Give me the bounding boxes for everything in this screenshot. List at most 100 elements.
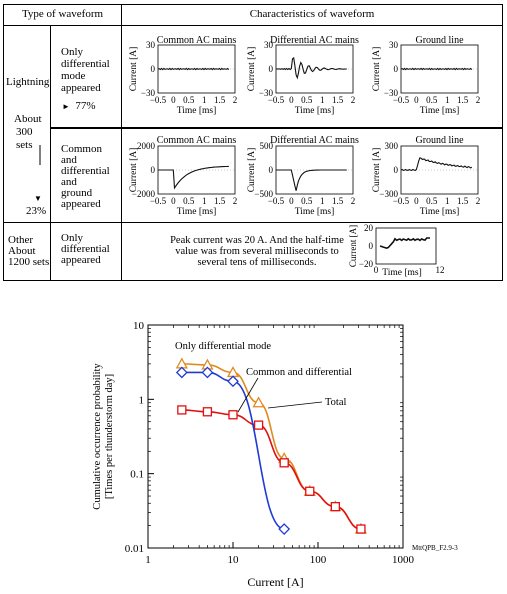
panel-ylabel: Current [A]	[129, 148, 139, 193]
pct-lower-value: 23%	[26, 205, 47, 217]
data-point-square	[177, 405, 187, 415]
ytick-label: 2000	[137, 141, 156, 151]
plot-area	[147, 324, 404, 549]
xtick-label: 0	[171, 196, 176, 206]
xtick-label: 1.5	[214, 196, 226, 206]
ytick-label: −500	[254, 189, 273, 199]
ytick-label: 20	[364, 223, 374, 233]
xtick-label: 12	[436, 265, 445, 275]
panel-ylabel: Current [A]	[348, 225, 358, 267]
data-point-diamond	[227, 375, 239, 388]
table-frame	[3, 4, 503, 281]
figure-tag: MttQPB_F2.9-3	[412, 544, 458, 552]
data-point-square	[356, 524, 366, 534]
xtick-label: −0.5	[268, 95, 285, 105]
panel-frame	[375, 227, 437, 265]
ytick-label: 300	[385, 141, 399, 151]
about-text: About	[14, 113, 42, 125]
panel-xlabel: Time [ms]	[420, 207, 460, 217]
y-tick-label: 0.01	[125, 543, 144, 555]
data-point-square	[228, 410, 238, 420]
y-tick-label: 10	[133, 320, 145, 332]
series-line	[181, 371, 285, 530]
pct-upper-value: 77%	[75, 100, 96, 112]
panel-xlabel: Time [ms]	[295, 106, 335, 116]
xtick-label: 2	[233, 95, 238, 105]
ytick-label: −30	[384, 88, 399, 98]
header-type: Type of waveform	[21, 8, 104, 20]
about-count: 300	[16, 126, 33, 138]
pct-lower: ▼ 23%	[26, 192, 46, 218]
xtick-label: 2	[351, 95, 356, 105]
xtick-label: −0.5	[268, 196, 285, 206]
other-desc: Only differential appeared	[61, 232, 110, 266]
waveform-trace	[275, 56, 347, 80]
lightning-label: Lightning	[6, 76, 50, 88]
panel-title: Ground line	[415, 35, 464, 46]
ytick-label: −20	[359, 259, 374, 269]
xtick-label: 1	[202, 95, 207, 105]
row1-desc: Only differential mode appeared	[61, 46, 110, 94]
waveform-trace	[276, 169, 347, 191]
data-point-diamond	[201, 366, 214, 379]
xtick-label: 0	[289, 95, 294, 105]
xtick-label: 1.5	[457, 196, 469, 206]
xtick-label: 0.5	[183, 196, 195, 206]
waveform-trace	[157, 67, 230, 71]
other-text: Peak current was 20 A. And the half-time…	[170, 235, 344, 268]
x-tick-label: 100	[310, 554, 327, 566]
xtick-label: 1	[445, 95, 450, 105]
panel-ylabel: Current [A]	[129, 47, 139, 92]
xtick-label: 0.5	[426, 95, 438, 105]
xtick-label: 0	[414, 95, 419, 105]
series-diamond	[175, 366, 291, 535]
other-label: Other About 1200 sets	[8, 234, 50, 268]
y-axis-label: Cumulative occurrence probability	[92, 363, 103, 510]
ytick-label: −300	[379, 189, 398, 199]
xtick-label: 1.5	[332, 196, 344, 206]
data-point-square	[330, 501, 341, 512]
xtick-label: 2	[351, 196, 356, 206]
ytick-label: 30	[264, 40, 274, 50]
panel-ylabel: Current [A]	[372, 47, 382, 92]
panel-title: Differential AC mains	[270, 35, 359, 46]
panel-xlabel: Time [ms]	[177, 106, 217, 116]
row2-desc: Common and differential and ground appea…	[61, 143, 110, 210]
ytick-label: 0	[151, 64, 156, 74]
xtick-label: 0	[289, 196, 294, 206]
pct-upper: ► 77%	[62, 100, 96, 112]
panel-ylabel: Current [A]	[247, 47, 257, 92]
about-300: About 300 sets	[14, 113, 42, 152]
ytick-label: 0	[394, 165, 399, 175]
waveform-panel: Ground line 30 0 −30−0.5 0 0.5 1 1.5 2 Time [ms] C…	[372, 35, 480, 116]
xtick-label: 0.5	[301, 95, 313, 105]
annotation-leader	[237, 377, 259, 413]
waveform-trace	[400, 157, 473, 172]
series-square	[177, 405, 366, 534]
panel-xlabel: Time [ms]	[295, 207, 335, 217]
xtick-label: 2	[476, 95, 481, 105]
data-point-square	[279, 458, 289, 468]
xtick-label: 1	[445, 196, 450, 206]
xtick-label: 1	[320, 196, 325, 206]
y-tick-label: 0.1	[130, 469, 144, 481]
ytick-label: −30	[259, 88, 274, 98]
xtick-label: 0	[414, 196, 419, 206]
xtick-label: 1	[202, 196, 207, 206]
ytick-label: 500	[260, 141, 274, 151]
x-tick-label: 1000	[392, 554, 415, 566]
ytick-label: −2000	[132, 189, 156, 199]
ytick-label: 0	[269, 165, 274, 175]
ytick-label: 0	[394, 64, 399, 74]
data-point-square	[305, 486, 315, 496]
annotation-common-differential: Common and differential	[246, 367, 352, 378]
waveform-trace	[379, 237, 430, 249]
data-point-square	[202, 407, 213, 417]
arrow-icon: ►	[62, 102, 70, 111]
occurrence-chart: 1 10 100 1000 10 1 0.1 0.01 Current [A] Cumulativ…	[92, 320, 458, 589]
xtick-label: 0.5	[426, 196, 438, 206]
